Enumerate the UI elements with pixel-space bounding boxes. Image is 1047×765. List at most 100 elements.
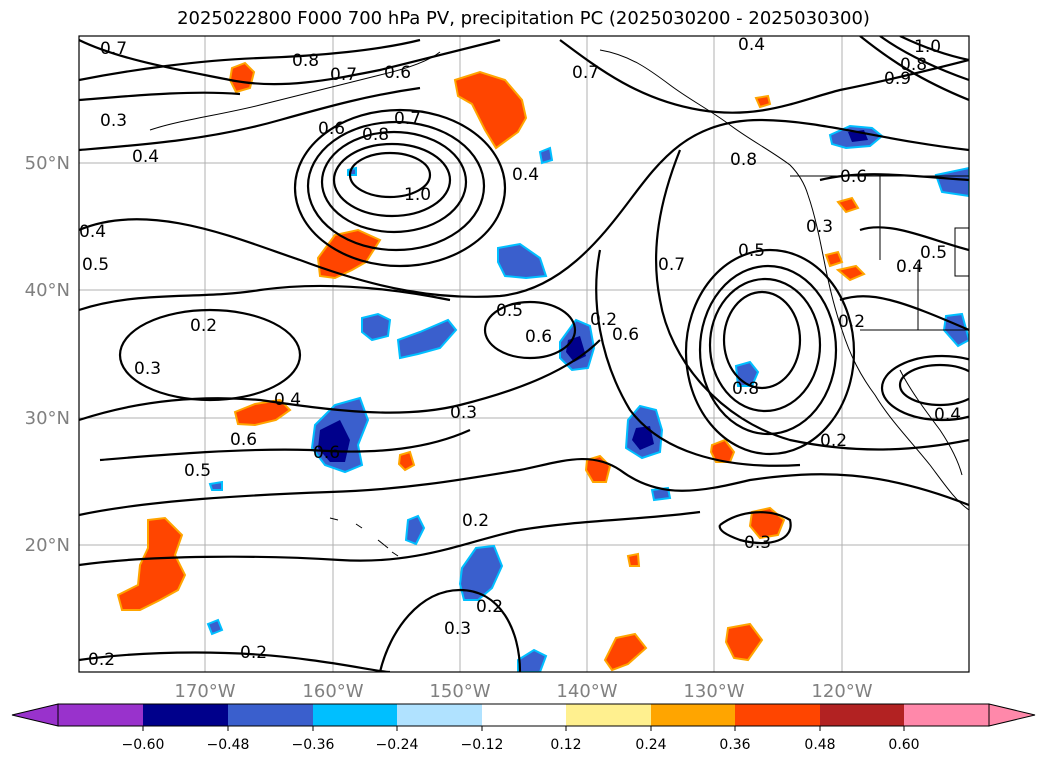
colorbar-extend-low [11,703,59,727]
precip-shading [116,61,969,672]
contour-line [99,428,471,462]
contour-label: 0.4 [934,405,961,425]
colorbar-swatch [651,704,735,726]
precip-positive [754,94,772,109]
graticule [79,36,969,672]
contour-label: 0.2 [462,511,489,531]
contour-label: 0.4 [79,222,106,242]
contour-label: 0.6 [318,119,345,139]
contour-label: 0.2 [820,431,847,451]
colorbar-outline [57,703,990,727]
precip-negative [404,514,426,546]
colorbar-tick-label: 0.60 [888,737,919,753]
contour-label: 0.8 [292,51,319,71]
contour-label: 0.6 [384,63,411,83]
colorbar-swatch [397,704,482,726]
colorbar-swatch [143,704,228,726]
precip-positive [116,516,187,611]
colorbar-tick-label: 0.24 [635,737,666,753]
precip-negative [538,146,554,165]
contour-line [819,173,969,182]
map-border [78,35,970,673]
contour-line [79,651,391,672]
colorbar-tick-label: −0.60 [122,737,165,753]
contour-label: 0.2 [476,597,503,617]
contour-line [79,339,601,422]
contour-label: 0.7 [100,39,127,59]
contour-label: 0.7 [394,109,421,129]
contour-line [79,284,451,312]
lat-label-30n: 30°N [25,408,70,429]
colorbar-swatch [313,704,397,726]
lon-label-140w: 140°W [556,681,617,702]
colorbar-tick-label: −0.24 [376,737,419,753]
lon-label-160w: 160°W [302,681,363,702]
colorbar: −0.60 −0.48 −0.36 −0.24 −0.12 0.12 0.24 … [11,703,1036,753]
colorbar-swatch [228,704,313,726]
contour-label: 0.5 [738,241,765,261]
colorbar-tick-label: −0.48 [207,737,250,753]
hawaii-islands [329,517,399,557]
contour-line [899,36,969,62]
contour-label: 0.5 [82,255,109,275]
colorbar-tick-label: −0.12 [461,737,504,753]
contour-line [859,36,969,102]
contour-line [595,249,801,467]
contour-line [79,458,969,517]
contour-label: 0.7 [330,65,357,85]
contour-label: 0.8 [730,150,757,170]
lon-label-170w: 170°W [174,681,235,702]
longitude-labels: 170°W 160°W 150°W 140°W 130°W 120°W [174,681,872,702]
precip-positive [835,264,866,282]
precip-positive [397,450,416,472]
aleutian-islands [149,51,441,131]
lat-label-50n: 50°N [25,153,70,174]
state-borders [860,176,969,331]
contour-line [879,36,969,82]
colorbar-tick-label: 0.36 [719,737,750,753]
contour-label: 0.6 [612,325,639,345]
contour-label: 0.4 [738,35,765,55]
contour-line [79,86,421,152]
contour-label: 0.4 [132,147,159,167]
colorbar-swatch [904,704,989,726]
contour-label: 0.2 [88,650,115,670]
contour-label: 0.8 [900,55,927,75]
precip-negative [208,480,223,491]
contour-labels: 0.7 0.8 0.7 0.6 0.7 0.4 0.3 0.4 0.6 0.8 … [79,35,961,670]
contour-label: 0.3 [806,217,833,237]
contour-line [79,38,421,82]
lon-label-150w: 150°W [429,681,490,702]
contour-label: 0.6 [840,167,867,187]
contour-label: 0.3 [744,533,771,553]
contour-label: 0.8 [732,379,759,399]
baja-california [899,369,963,476]
precip-positive [748,506,786,540]
contour-label: 0.2 [590,310,617,330]
colorbar-extend-high [988,703,1036,727]
contour-label: 0.6 [230,430,257,450]
precip-positive [603,632,648,672]
map-frame [79,36,969,672]
precip-negative [206,618,224,636]
contour-line [718,511,792,545]
precip-negative [361,312,392,342]
colorbar-tick-label: 0.48 [804,737,835,753]
colorbar-swatch [566,704,651,726]
contour-line [79,38,501,86]
coastlines [149,49,969,557]
precip-negative [934,166,969,198]
precip-positive [724,622,764,662]
contour-label: 1.0 [404,185,431,205]
contour-label: 0.3 [134,359,161,379]
contour-label: 0.3 [450,403,477,423]
precip-negative [396,318,458,360]
contour-label: 0.6 [525,327,552,347]
contour-label: 0.2 [240,643,267,663]
contour-line [559,39,969,114]
contour-line [655,149,969,451]
contour-line [859,226,969,252]
precip-positive [228,61,256,94]
contour-label: 0.5 [184,461,211,481]
precip-positive [824,250,844,268]
